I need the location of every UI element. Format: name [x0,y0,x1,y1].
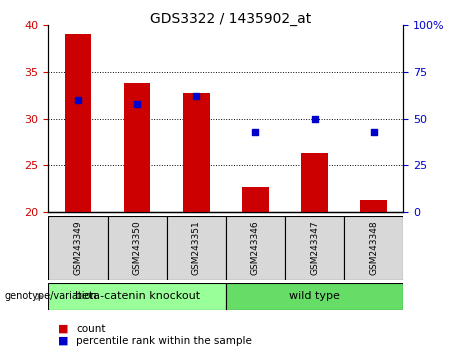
Bar [301,153,328,212]
Bar [285,216,344,280]
Text: GSM243347: GSM243347 [310,221,319,275]
Text: GSM243348: GSM243348 [369,221,378,275]
Text: GSM243349: GSM243349 [73,221,83,275]
Bar [124,83,150,212]
Bar [344,216,403,280]
Text: GDS3322 / 1435902_at: GDS3322 / 1435902_at [150,12,311,27]
Point [74,97,82,103]
Text: genotype/variation: genotype/variation [5,291,97,302]
Text: beta-catenin knockout: beta-catenin knockout [75,291,200,302]
Bar [48,283,226,310]
Point [311,116,318,121]
Text: wild type: wild type [289,291,340,302]
Text: GSM243346: GSM243346 [251,221,260,275]
Text: count: count [76,324,106,333]
Text: GSM243351: GSM243351 [192,221,201,275]
Text: GSM243350: GSM243350 [133,221,142,275]
Bar [226,283,403,310]
Point [370,129,378,135]
Bar [65,34,91,212]
Bar [183,93,210,212]
Bar [242,187,269,212]
Bar [48,216,107,280]
Bar [226,216,285,280]
Bar [107,216,167,280]
Point [134,101,141,107]
Text: ■: ■ [58,324,68,333]
Point [252,129,259,135]
Text: percentile rank within the sample: percentile rank within the sample [76,336,252,346]
Bar [361,200,387,212]
Bar [167,216,226,280]
Text: ■: ■ [58,336,68,346]
Point [193,93,200,99]
